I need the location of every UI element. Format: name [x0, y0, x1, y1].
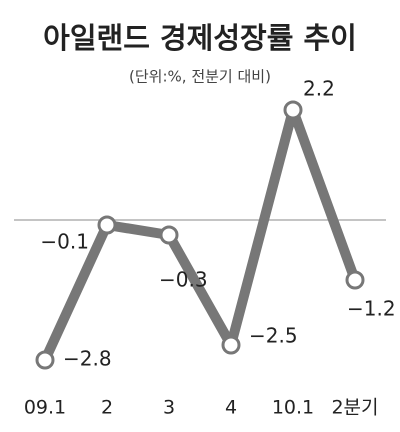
point-marker — [283, 100, 303, 120]
point-marker — [159, 225, 179, 245]
point-marker — [221, 335, 241, 355]
data-label: −0.3 — [159, 268, 208, 292]
x-tick-label: 2 — [101, 397, 113, 419]
point-marker — [345, 270, 365, 290]
data-label: −0.1 — [40, 230, 89, 254]
x-tick-label: 09.1 — [24, 397, 66, 419]
point-marker — [97, 215, 117, 235]
point-marker — [35, 350, 55, 370]
data-label: −2.8 — [63, 347, 112, 371]
x-tick-label: 2분기 — [331, 397, 378, 419]
series-line — [40, 105, 360, 363]
x-tick-label: 10.1 — [272, 397, 314, 419]
chart-title: 아일랜드 경제성장률 추이 — [43, 21, 357, 55]
data-label: 2.2 — [303, 77, 335, 101]
data-label: −1.2 — [347, 297, 396, 321]
data-label: −2.5 — [249, 324, 298, 348]
chart-subtitle: (단위:%, 전분기 대비) — [129, 68, 271, 86]
x-tick-label: 4 — [225, 397, 237, 419]
x-tick-label: 3 — [163, 397, 175, 419]
